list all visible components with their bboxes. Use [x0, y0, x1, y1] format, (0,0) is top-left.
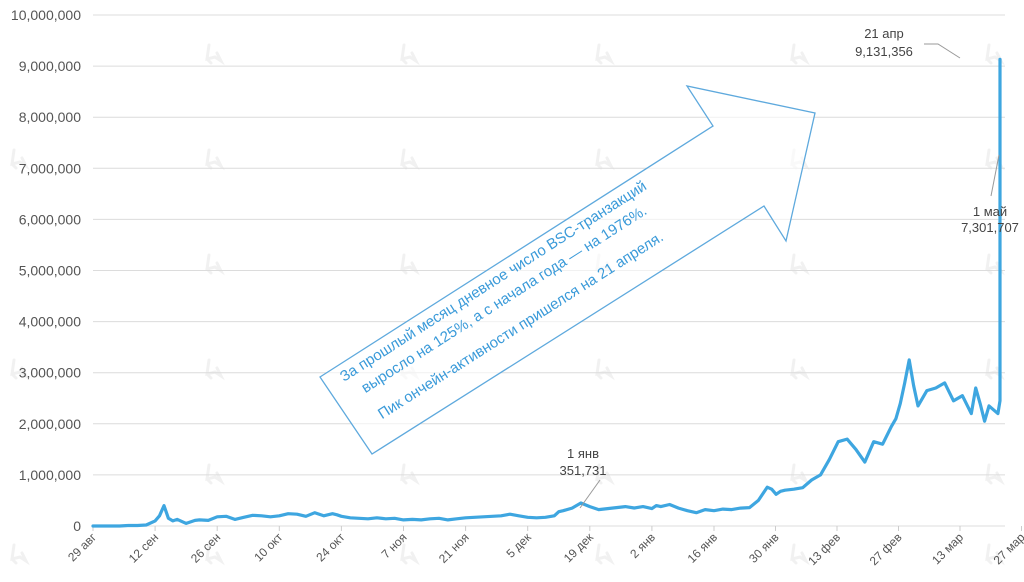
- watermark-icon: [595, 543, 615, 566]
- annotation-jan1-value: 351,731: [560, 463, 607, 478]
- y-tick-label: 3,000,000: [19, 365, 81, 381]
- watermark-icon: [985, 543, 1005, 566]
- y-tick-label: 9,000,000: [19, 58, 81, 74]
- annotation-may1-date: 1 май: [973, 204, 1007, 219]
- x-tick-label: 13 фев: [805, 530, 843, 568]
- arrow-shape: [319, 85, 816, 455]
- y-tick-label: 1,000,000: [19, 467, 81, 483]
- x-tick-label: 24 окт: [313, 530, 347, 564]
- watermark-icon: [595, 43, 615, 66]
- x-tick-label: 21 ноя: [436, 530, 472, 566]
- y-tick-label: 10,000,000: [11, 7, 81, 23]
- gridlines: [93, 14, 1005, 527]
- annotation-may1: 1 май 7,301,707: [961, 154, 1019, 235]
- annotation-apr21: 21 апр 9,131,356: [855, 26, 961, 59]
- watermark-icon: [595, 148, 615, 171]
- transactions-line: [91, 57, 1002, 528]
- x-tick-label: 27 фев: [867, 530, 905, 568]
- y-tick-label: 5,000,000: [19, 263, 81, 279]
- y-tick-label: 4,000,000: [19, 314, 81, 330]
- annotation-may1-value: 7,301,707: [961, 220, 1019, 235]
- y-tick-label: 0: [73, 518, 81, 534]
- watermark-icon: [10, 358, 30, 381]
- x-tick-label: 27 мар: [991, 530, 1024, 567]
- watermark-icon: [790, 358, 810, 381]
- y-tick-label: 6,000,000: [19, 211, 81, 227]
- watermark-icon: [10, 148, 30, 171]
- x-tick-label: 30 янв: [746, 530, 781, 565]
- watermark-icon: [790, 543, 810, 566]
- watermark-icon: [205, 358, 225, 381]
- watermark-icon: [790, 43, 810, 66]
- x-tick-label: 5 дек: [503, 530, 534, 561]
- x-tick-label: 19 дек: [561, 530, 597, 566]
- x-tick-label: 29 авг: [65, 530, 99, 564]
- watermark-icon: [985, 463, 1005, 486]
- annotation-jan1: 1 янв 351,731: [560, 446, 607, 509]
- watermark-icon: [595, 358, 615, 381]
- watermark-icon: [400, 43, 420, 66]
- watermark-icon: [205, 43, 225, 66]
- y-tick-label: 2,000,000: [19, 416, 81, 432]
- watermark-icon: [205, 463, 225, 486]
- annotation-jan1-date: 1 янв: [567, 446, 599, 461]
- watermark-icon: [205, 148, 225, 171]
- watermark-icon: [400, 543, 420, 566]
- watermark-icon: [400, 148, 420, 171]
- x-tick-label: 16 янв: [685, 530, 720, 565]
- watermark-icon: [10, 543, 30, 566]
- y-tick-label: 7,000,000: [19, 160, 81, 176]
- annotation-apr21-value: 9,131,356: [855, 44, 913, 59]
- watermark-icon: [400, 463, 420, 486]
- watermark-icon: [205, 543, 225, 566]
- annotation-apr21-date: 21 апр: [864, 26, 904, 41]
- watermark-icon: [790, 463, 810, 486]
- y-tick-label: 8,000,000: [19, 109, 81, 125]
- x-tick-label: 10 окт: [251, 530, 285, 564]
- x-tick-label: 13 мар: [929, 530, 966, 567]
- y-axis: 0 1,000,000 2,000,000 3,000,000 4,000,000 5,0…: [11, 7, 81, 534]
- x-tick-label: 2 янв: [627, 530, 658, 561]
- x-tick-label: 12 сен: [126, 530, 161, 565]
